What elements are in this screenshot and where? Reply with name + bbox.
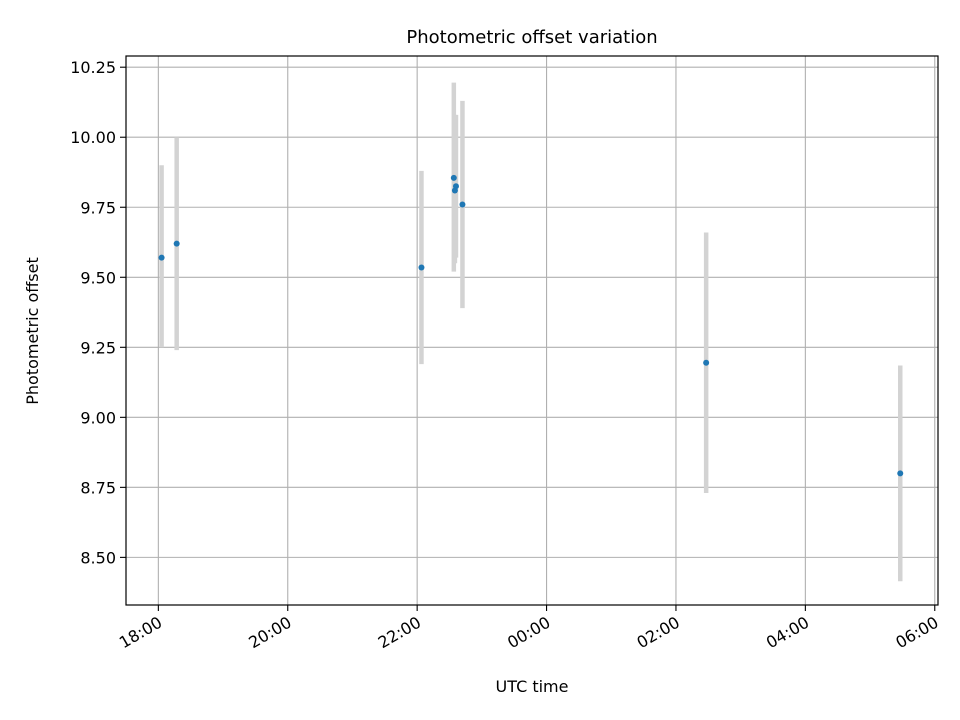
- x-tick-label: 04:00: [763, 613, 812, 653]
- x-axis-ticks: 18:00 20:00 22:00 00:00 02:00 04:00 06:00: [116, 605, 942, 652]
- data-point: [418, 264, 425, 271]
- y-axis-label: Photometric offset: [23, 257, 42, 405]
- x-axis-label: UTC time: [496, 677, 569, 696]
- y-tick-label: 9.00: [80, 408, 116, 427]
- x-tick-label: 22:00: [375, 613, 424, 653]
- plot-frame: [125, 55, 939, 606]
- data-point: [703, 359, 710, 366]
- grid: [126, 56, 938, 605]
- data-point: [459, 201, 466, 208]
- error-bars: [159, 82, 903, 582]
- y-tick-label: 8.75: [80, 478, 116, 497]
- x-tick-label: 20:00: [245, 613, 294, 653]
- x-tick-label: 06:00: [892, 613, 941, 653]
- data-point: [173, 240, 180, 247]
- y-tick-label: 9.50: [80, 268, 116, 287]
- data-point: [158, 254, 165, 261]
- y-tick-label: 10.00: [70, 128, 116, 147]
- x-tick-label: 02:00: [634, 613, 683, 653]
- y-tick-label: 10.25: [70, 58, 116, 77]
- data-point: [452, 183, 459, 190]
- x-tick-label: 18:00: [116, 613, 165, 653]
- y-tick-label: 8.50: [80, 548, 116, 567]
- data-points: [158, 174, 904, 477]
- y-axis-ticks: 8.50 8.75 9.00 9.25 9.50 9.75 10.00 10.25: [70, 58, 126, 567]
- data-point: [897, 470, 904, 477]
- data-point: [450, 174, 457, 181]
- chart-title: Photometric offset variation: [406, 27, 657, 48]
- x-tick-label: 00:00: [504, 613, 553, 653]
- y-tick-label: 9.25: [80, 338, 116, 357]
- y-tick-label: 9.75: [80, 198, 116, 217]
